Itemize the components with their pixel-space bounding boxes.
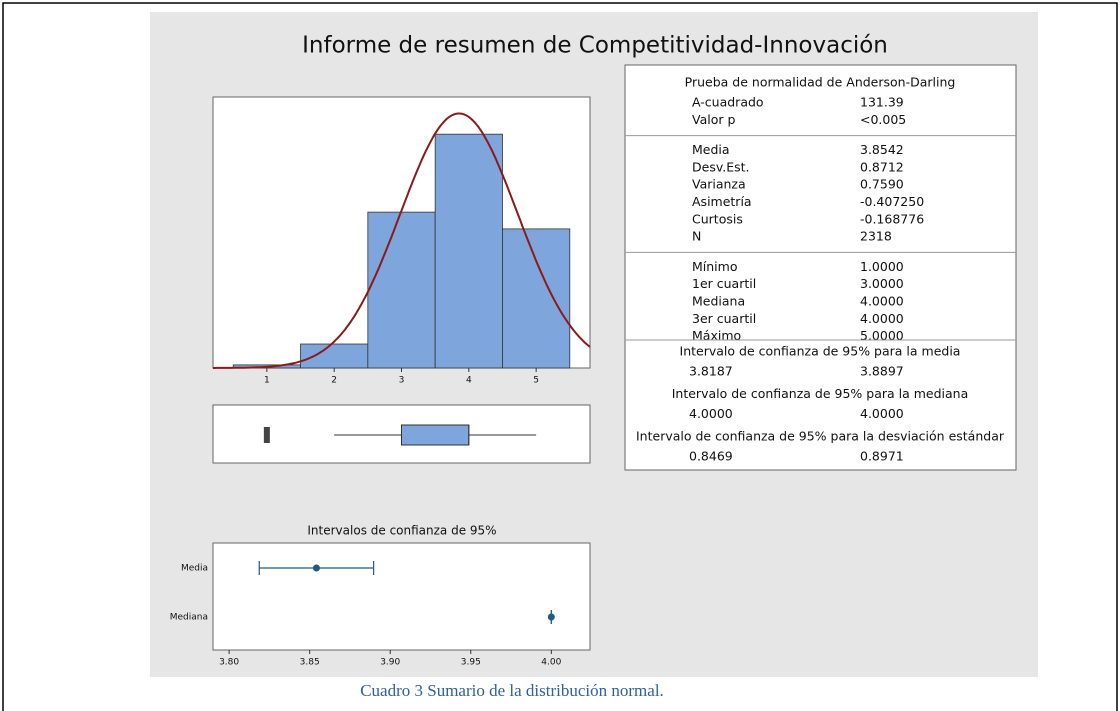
outlier (263, 427, 270, 443)
normal-fit (213, 112, 591, 369)
stat-value: 1.0000 (860, 259, 904, 274)
stat-label: 3er cuartil (692, 311, 756, 326)
x-tick-label: 2 (331, 376, 337, 386)
caption: Cuadro 3 Sumario de la distribución norm… (360, 681, 664, 700)
stat-label: Mínimo (692, 259, 737, 274)
stat-label: Máximo (692, 328, 741, 343)
stat-value: 4.0000 (860, 294, 904, 309)
stat-value: 2318 (860, 229, 892, 244)
report-title: Informe de resumen de Competitividad-Inn… (302, 33, 888, 59)
box (401, 424, 470, 446)
x-tick-label: 3.95 (461, 658, 481, 668)
stat-label: Mediana (692, 294, 745, 309)
x-tick-label: 3.90 (380, 658, 400, 668)
stat-value: -0.168776 (860, 211, 924, 226)
histogram-bar (502, 228, 571, 369)
interval-title: Intervalos de confianza de 95% (307, 524, 496, 538)
histogram-bar (300, 343, 369, 369)
interval-heading: Intervalo de confianza de 95% para la me… (672, 386, 969, 401)
stat-label: Curtosis (692, 211, 743, 226)
x-tick-label: 4.00 (541, 658, 561, 668)
x-tick-label: 3 (399, 376, 405, 386)
interval-heading: Intervalo de confianza de 95% para la me… (680, 344, 961, 359)
category-label: Media (181, 564, 208, 574)
histogram-bar (434, 133, 503, 369)
stat-value: 3.8542 (860, 142, 904, 157)
stat-label: Desv.Est. (692, 159, 750, 174)
interval-value: 0.8469 (689, 449, 733, 464)
stat-value: -0.407250 (860, 194, 924, 209)
stat-value: 3.0000 (860, 276, 904, 291)
histogram-bar (367, 211, 436, 369)
stat-label: Valor p (692, 112, 735, 127)
interval-value: 4.0000 (689, 406, 733, 421)
stat-value: 0.7590 (860, 177, 904, 192)
interval-value: 3.8187 (689, 364, 733, 379)
category-label: Mediana (170, 613, 208, 623)
interval-value: 0.8971 (860, 449, 904, 464)
interval-area (212, 542, 591, 651)
interval-value: 3.8897 (860, 364, 904, 379)
stat-label: 1er cuartil (692, 276, 756, 291)
stat-value: 5.0000 (860, 328, 904, 343)
stat-value: 4.0000 (860, 311, 904, 326)
stat-value: 0.8712 (860, 159, 904, 174)
stat-label: A-cuadrado (692, 95, 764, 110)
x-tick-label: 3.80 (219, 658, 239, 668)
x-tick-label: 1 (264, 376, 270, 386)
x-tick-label: 5 (533, 376, 539, 386)
interval-point (312, 564, 320, 572)
stat-label: Asimetría (692, 194, 752, 209)
interval-value: 4.0000 (860, 406, 904, 421)
x-tick-label: 4 (466, 376, 472, 386)
interval-point (547, 613, 555, 621)
stat-value: 131.39 (860, 95, 904, 110)
section-heading: Prueba de normalidad de Anderson-Darling (685, 75, 956, 90)
interval-heading: Intervalo de confianza de 95% para la de… (636, 429, 1005, 444)
x-tick-label: 3.85 (300, 658, 320, 668)
stat-label: N (692, 229, 701, 244)
stats-table (624, 64, 1017, 471)
stat-label: Varianza (692, 177, 746, 192)
stat-value: <0.005 (860, 112, 906, 127)
stat-label: Media (692, 142, 730, 157)
